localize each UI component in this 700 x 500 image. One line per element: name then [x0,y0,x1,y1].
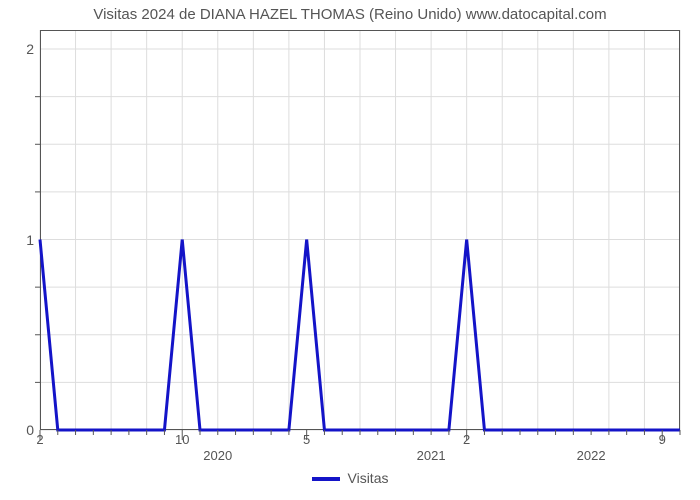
x-year-label: 2022 [577,448,606,463]
x-tick-label: 2 [36,432,43,447]
x-year-label: 2021 [417,448,446,463]
line-chart-svg [40,30,680,448]
plot-area [40,30,680,430]
x-year-label: 2020 [203,448,232,463]
y-tick-label: 1 [4,232,34,248]
legend-label: Visitas [348,470,389,486]
legend-swatch [312,477,340,481]
x-tick-label: 5 [303,432,310,447]
x-tick-label: 10 [175,432,189,447]
y-tick-label: 2 [4,41,34,57]
x-tick-label: 2 [463,432,470,447]
y-tick-label: 0 [4,422,34,438]
chart-title: Visitas 2024 de DIANA HAZEL THOMAS (Rein… [0,6,700,23]
legend: Visitas [0,470,700,486]
x-tick-label: 9 [659,432,666,447]
